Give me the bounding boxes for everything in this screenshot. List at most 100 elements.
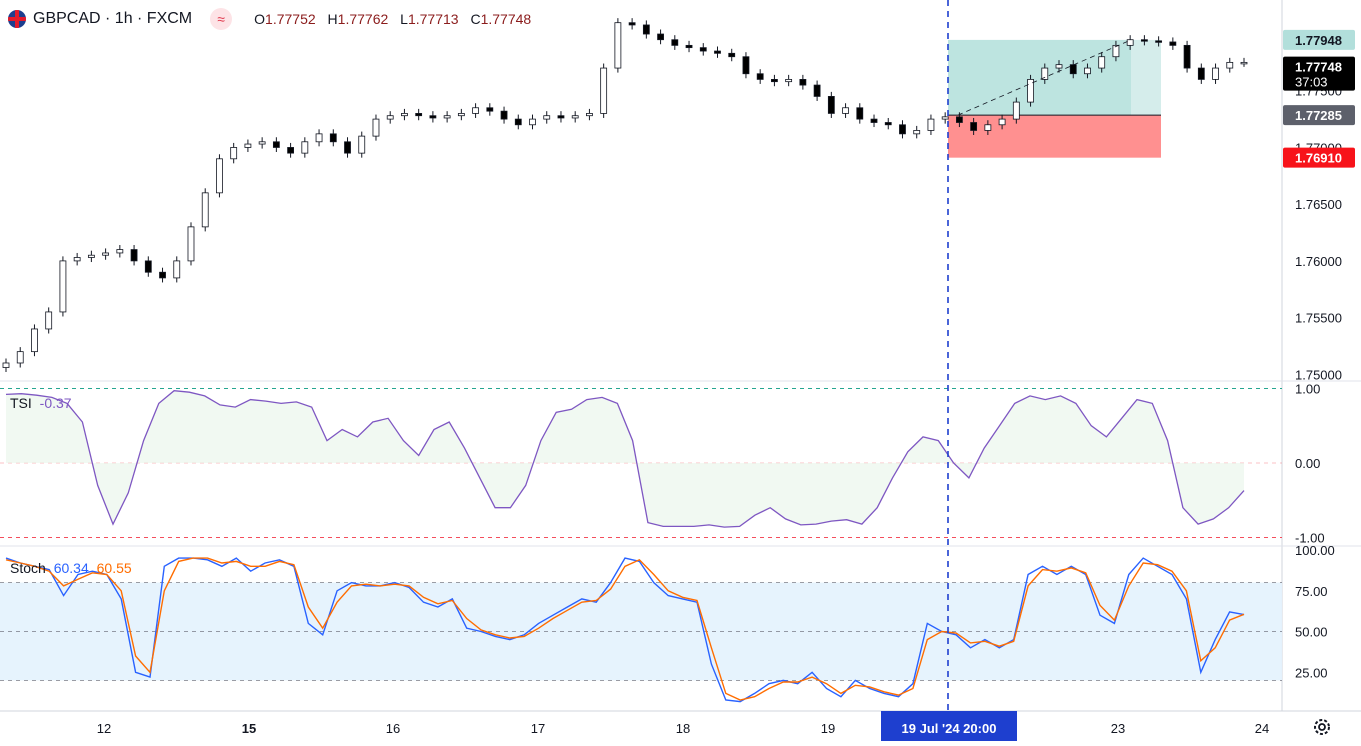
candle-body (657, 33, 664, 41)
candle-body (301, 141, 309, 154)
close-value: 1.77748 (480, 11, 532, 27)
tsi-legend: TSI -0.37 (10, 395, 72, 411)
candle-body (429, 115, 437, 119)
candle-body (628, 22, 636, 26)
stoch-k-value: 60.34 (53, 560, 89, 576)
candle-body (500, 110, 508, 120)
time-tick-label: 15 (242, 721, 256, 736)
candle-body (1055, 64, 1063, 69)
candle-body (1169, 41, 1177, 46)
candle-body (827, 96, 835, 114)
stoch-tick-label: 25.00 (1295, 665, 1328, 680)
candle-body (386, 115, 394, 120)
candle-body (1212, 67, 1219, 80)
stoch-k-line (5, 557, 1245, 703)
candle-body (1041, 67, 1049, 80)
candle-body (59, 260, 67, 313)
candle-body (1112, 44, 1120, 58)
candle-body (998, 118, 1006, 126)
candle-body (1155, 40, 1163, 43)
countdown-label: 37:03 (1295, 75, 1328, 90)
candle-body (970, 122, 978, 131)
candle-body (457, 113, 465, 117)
candle-body (529, 118, 536, 126)
candle-body (102, 252, 110, 256)
candle-body (728, 52, 736, 58)
candle-body (216, 158, 223, 194)
settings-gear-icon[interactable] (1312, 717, 1332, 737)
gbp-cad-flag-icon (8, 10, 26, 28)
candle-body (813, 84, 821, 97)
candle-body (329, 133, 337, 143)
candle-body (742, 56, 750, 75)
price-badge (1283, 147, 1355, 168)
candle-body (771, 79, 778, 83)
candle-body (272, 141, 280, 148)
candle-body (401, 113, 408, 117)
stoch-d-line (5, 557, 1245, 701)
candle-body (699, 47, 707, 52)
candle-body (586, 113, 593, 117)
price-badge-label: 1.77285 (1295, 108, 1342, 123)
candle-body (1012, 101, 1020, 120)
open-value: 1.77752 (265, 11, 316, 27)
candle-body (1226, 61, 1234, 69)
candle-body (1126, 39, 1134, 46)
stoch-d-value: 60.55 (96, 560, 132, 576)
candle-body (144, 260, 152, 273)
candle-body (671, 39, 679, 46)
candle-body (315, 133, 323, 143)
tsi-name: TSI (10, 395, 32, 411)
crosshair-time-label: 19 Jul '24 20:00 (902, 721, 997, 736)
price-tick-label: 1.75000 (1295, 367, 1342, 382)
candle-body (799, 79, 807, 86)
candle-body (287, 147, 294, 154)
candle-body (1240, 61, 1248, 65)
stoch-legend: Stoch 60.34 60.55 (10, 560, 132, 576)
symbol-label[interactable]: GBPCAD · 1h · FXCM (33, 10, 193, 27)
candle-body (714, 50, 721, 54)
candle-body (557, 115, 565, 119)
candle-body (116, 249, 124, 254)
candle-body (130, 249, 138, 262)
candle-body (1027, 79, 1034, 103)
candle-body (258, 141, 266, 145)
candle-body (1183, 44, 1191, 69)
price-badge (1283, 56, 1355, 91)
candle-body (941, 116, 949, 120)
tsi-value: -0.37 (39, 395, 72, 411)
tsi-line (5, 390, 1245, 528)
candle-body (344, 141, 351, 154)
candle-body (614, 22, 622, 69)
candle-body (31, 328, 38, 353)
candle-body (856, 107, 864, 120)
candle-body (358, 135, 366, 154)
candle-body (1197, 67, 1205, 80)
candle-body (600, 67, 608, 114)
candle-body (159, 271, 166, 279)
tsi-tick-label: 0.00 (1295, 456, 1320, 471)
price-badge-label: 1.77748 (1295, 60, 1342, 75)
stoch-tick-label: 50.00 (1295, 625, 1328, 640)
candle-body (884, 122, 892, 126)
time-tick-label: 19 (821, 721, 835, 736)
candle-body (230, 147, 238, 160)
price-tick-label: 1.76500 (1295, 197, 1342, 212)
session-wave-icon[interactable]: ≈ (210, 8, 233, 30)
stoch-name: Stoch (10, 560, 46, 576)
stop-loss-zone (948, 115, 1161, 158)
candle-body (244, 143, 252, 148)
stoch-tick-label: 100.00 (1295, 543, 1335, 558)
candle-body (756, 73, 764, 80)
candle-body (1140, 39, 1148, 42)
chart-header: GBPCAD · 1h · FXCM ≈ O1.77752 H1.77762 L… (8, 8, 539, 30)
candle-body (870, 118, 878, 123)
candle-body (685, 44, 693, 49)
candle-body (1098, 56, 1106, 69)
stoch-tick-label: 75.00 (1295, 584, 1328, 599)
crosshair-time-badge (881, 711, 1017, 741)
candle-body (486, 107, 494, 112)
candle-body (842, 107, 849, 114)
candle-body (201, 192, 209, 228)
